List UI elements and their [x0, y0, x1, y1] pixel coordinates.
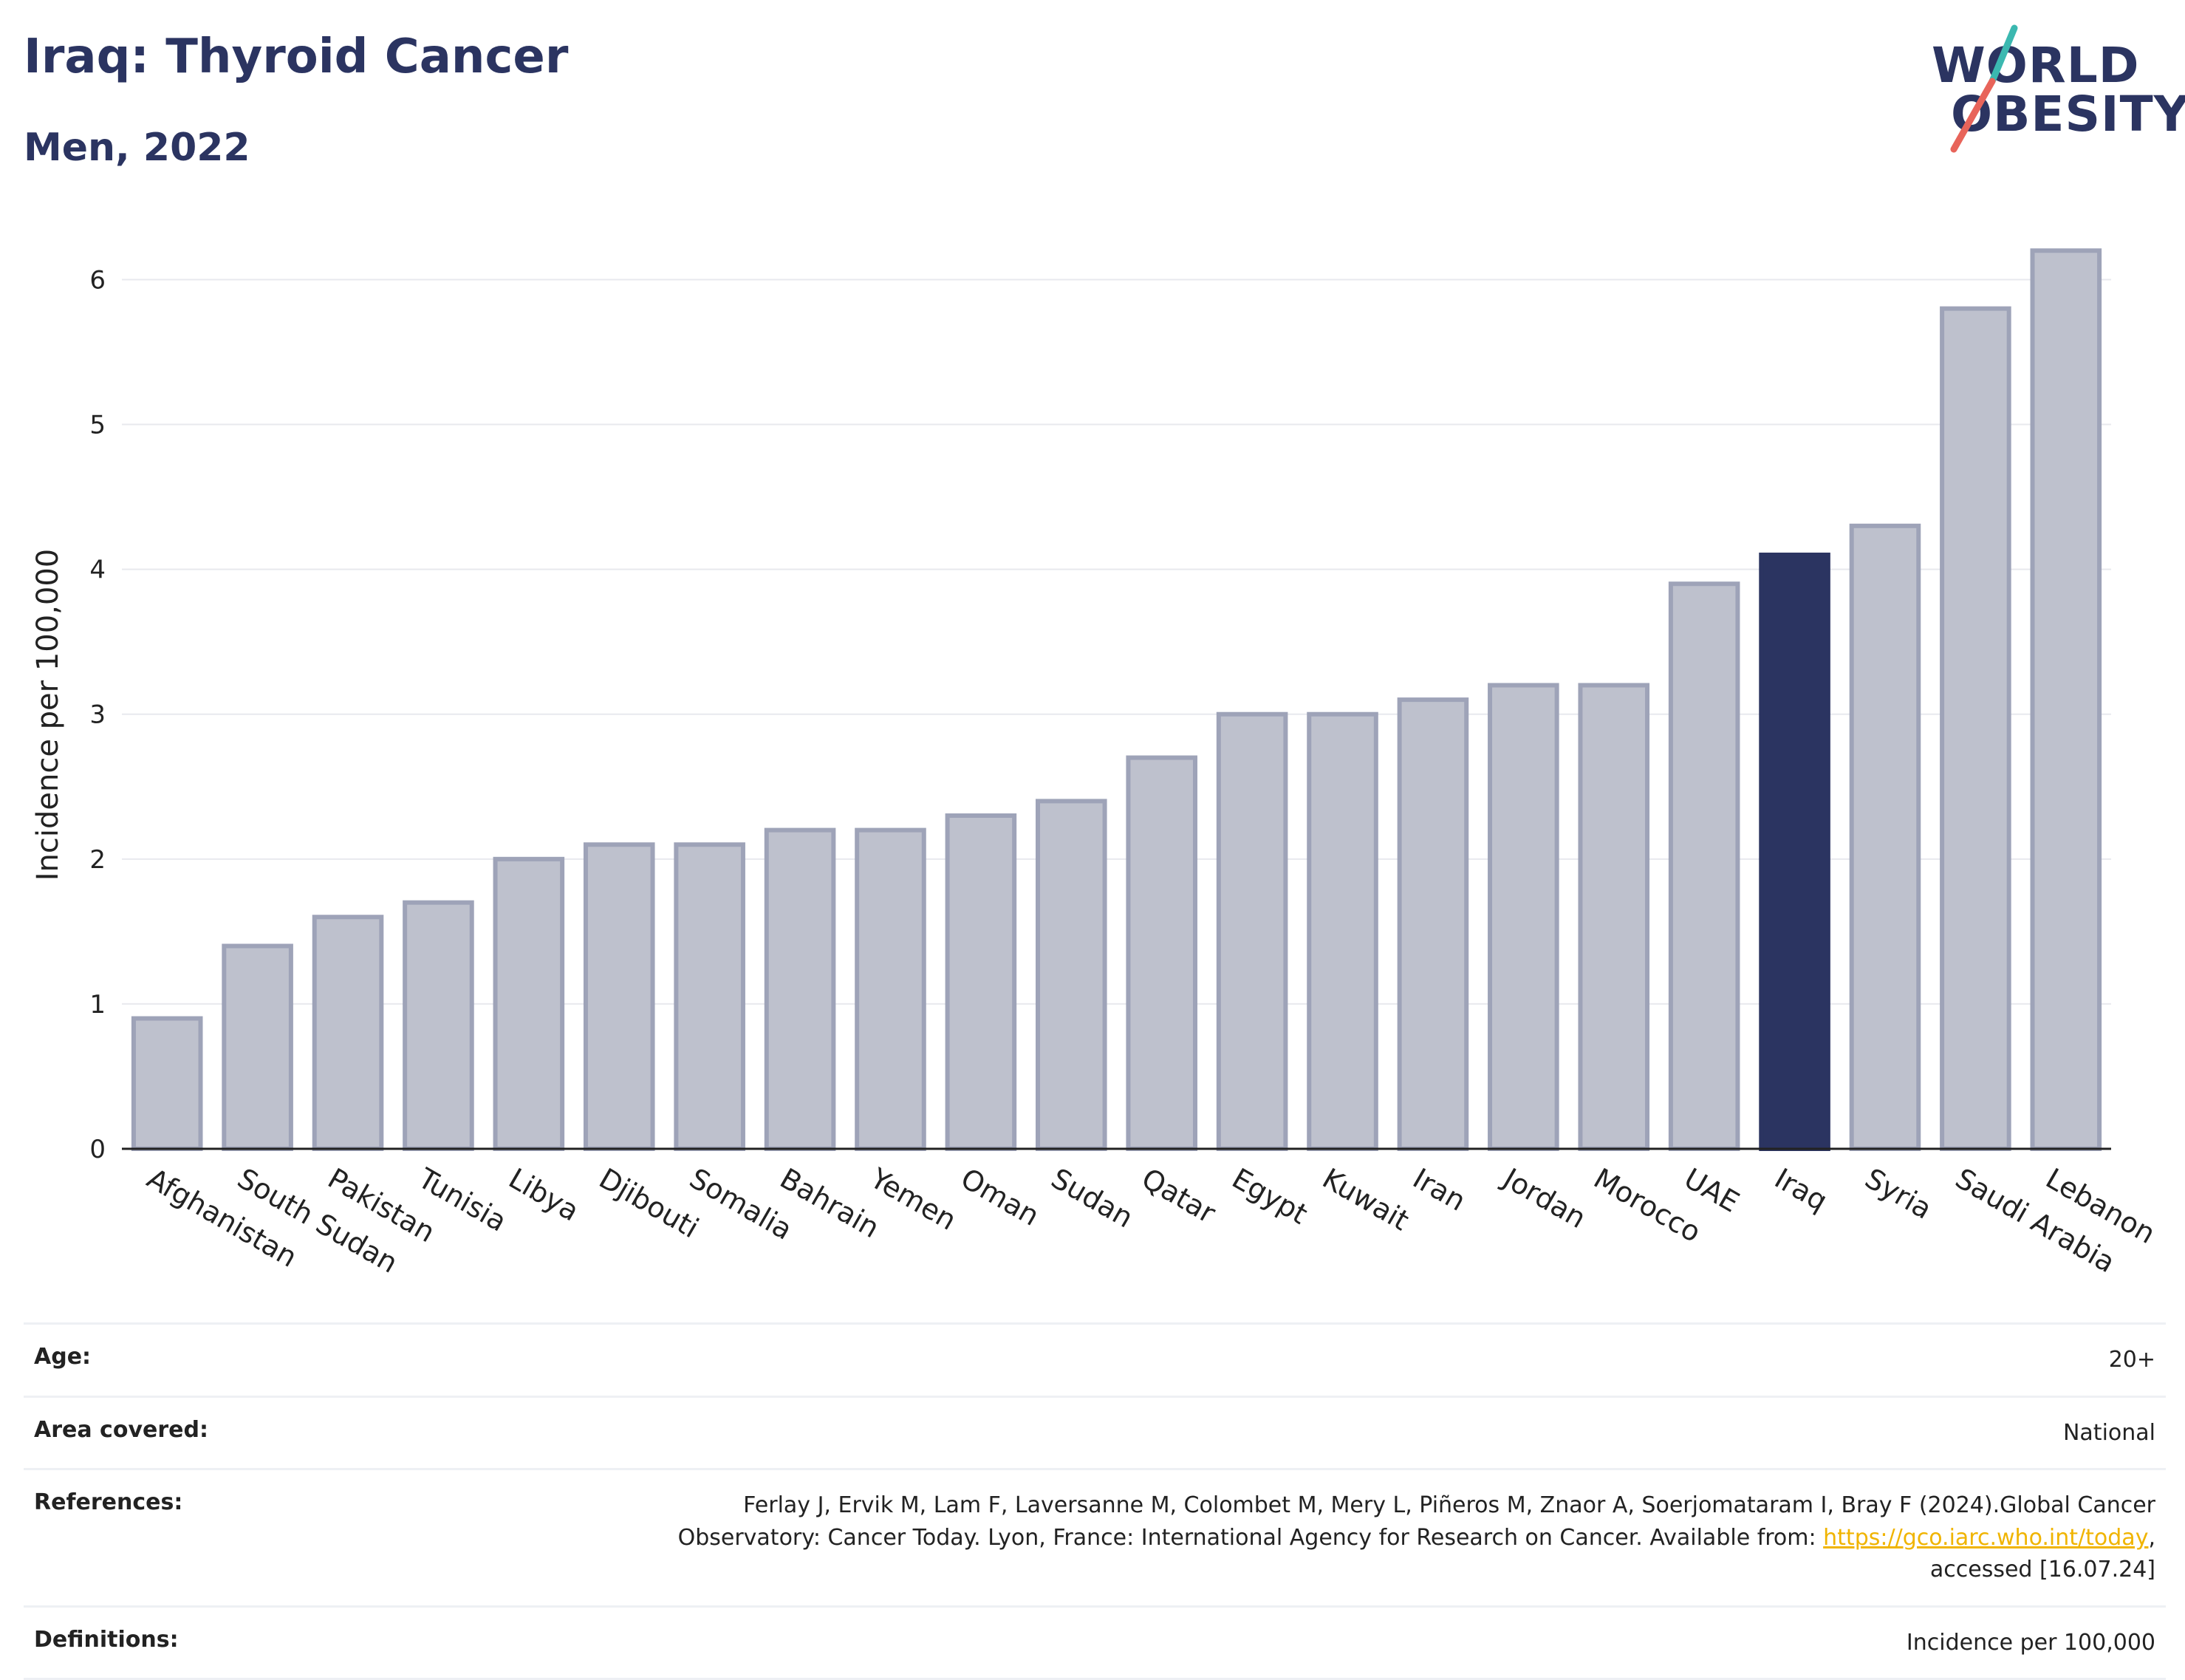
x-tick-label: Somalia — [684, 1162, 798, 1246]
bar-kuwait — [1309, 714, 1376, 1149]
bar-oman — [948, 816, 1015, 1149]
bar-tunisia — [405, 903, 472, 1149]
meta-value-references: Ferlay J, Ervik M, Lam F, Laversanne M, … — [678, 1489, 2155, 1586]
meta-value-definitions: Incidence per 100,000 — [1907, 1627, 2155, 1659]
y-tick-label: 4 — [89, 556, 106, 585]
bar-bahrain — [767, 830, 834, 1149]
bar-iran — [1400, 700, 1467, 1149]
bar-saudi-arabia — [1942, 309, 2009, 1149]
bar-iraq — [1761, 555, 1828, 1149]
bar-morocco — [1580, 686, 1647, 1150]
x-tick-label: Syria — [1859, 1162, 1937, 1226]
y-tick-label: 2 — [89, 845, 106, 875]
bar-egypt — [1219, 714, 1286, 1149]
page-title: Iraq: Thyroid Cancer — [24, 30, 568, 84]
meta-row-definitions: Definitions: Incidence per 100,000 — [24, 1605, 2166, 1680]
x-tick-label: Kuwait — [1317, 1162, 1415, 1237]
bar-south-sudan — [224, 946, 291, 1149]
meta-row-age: Age: 20+ — [24, 1322, 2166, 1396]
world-obesity-logo: WORLD OBESITY — [1932, 22, 2175, 155]
x-tick-label: Iran — [1407, 1162, 1471, 1218]
x-tick-label: Iraq — [1769, 1162, 1833, 1218]
meta-value-area: National — [2063, 1417, 2155, 1449]
x-tick-label: Bahrain — [775, 1162, 885, 1245]
y-tick-label: 3 — [89, 700, 106, 730]
bar-somalia — [676, 844, 743, 1149]
y-axis-label: Incidence per 100,000 — [31, 549, 65, 881]
y-tick-label: 0 — [89, 1135, 106, 1164]
references-line-1: Ferlay J, Ervik M, Lam F, Laversanne M, … — [743, 1492, 2155, 1518]
meta-value-age: 20+ — [2109, 1344, 2155, 1376]
meta-row-references: References: Ferlay J, Ervik M, Lam F, La… — [24, 1468, 2166, 1605]
y-tick-label: 5 — [89, 411, 106, 440]
meta-label-area: Area covered: — [34, 1417, 208, 1443]
bar-syria — [1852, 526, 1919, 1149]
bar-yemen — [857, 830, 924, 1149]
x-tick-label: Qatar — [1136, 1162, 1221, 1230]
meta-label-age: Age: — [34, 1344, 91, 1370]
bar-pakistan — [315, 917, 382, 1149]
logo-slash-icon — [1932, 22, 2175, 155]
references-line-3: accessed [16.07.24] — [1930, 1557, 2155, 1582]
bar-qatar — [1128, 758, 1195, 1149]
x-tick-label: Egypt — [1227, 1162, 1313, 1231]
meta-label-definitions: Definitions: — [34, 1627, 179, 1653]
references-line-2-end: , — [2148, 1525, 2155, 1551]
metadata-table: Age: 20+ Area covered: National Referenc… — [24, 1322, 2166, 1680]
x-tick-label: Oman — [955, 1162, 1044, 1232]
meta-label-references: References: — [34, 1489, 182, 1515]
page-subtitle: Men, 2022 — [24, 126, 250, 170]
bar-uae — [1671, 584, 1738, 1149]
x-tick-label: Jordan — [1497, 1161, 1591, 1235]
bar-djibouti — [586, 844, 653, 1149]
bar-sudan — [1038, 801, 1105, 1149]
bar-libya — [496, 859, 563, 1149]
meta-row-area: Area covered: National — [24, 1396, 2166, 1469]
bar-lebanon — [2033, 250, 2100, 1149]
x-tick-label: Libya — [503, 1162, 584, 1228]
references-line-2: Observatory: Cancer Today. Lyon, France:… — [678, 1525, 1824, 1551]
bar-afghanistan — [134, 1019, 201, 1149]
x-tick-label: Djibouti — [594, 1162, 705, 1245]
x-tick-label: Sudan — [1046, 1162, 1139, 1235]
references-link[interactable]: https://gco.iarc.who.int/today — [1823, 1525, 2148, 1551]
y-tick-label: 1 — [89, 990, 106, 1020]
y-tick-label: 6 — [89, 265, 106, 295]
bar-jordan — [1490, 686, 1557, 1150]
